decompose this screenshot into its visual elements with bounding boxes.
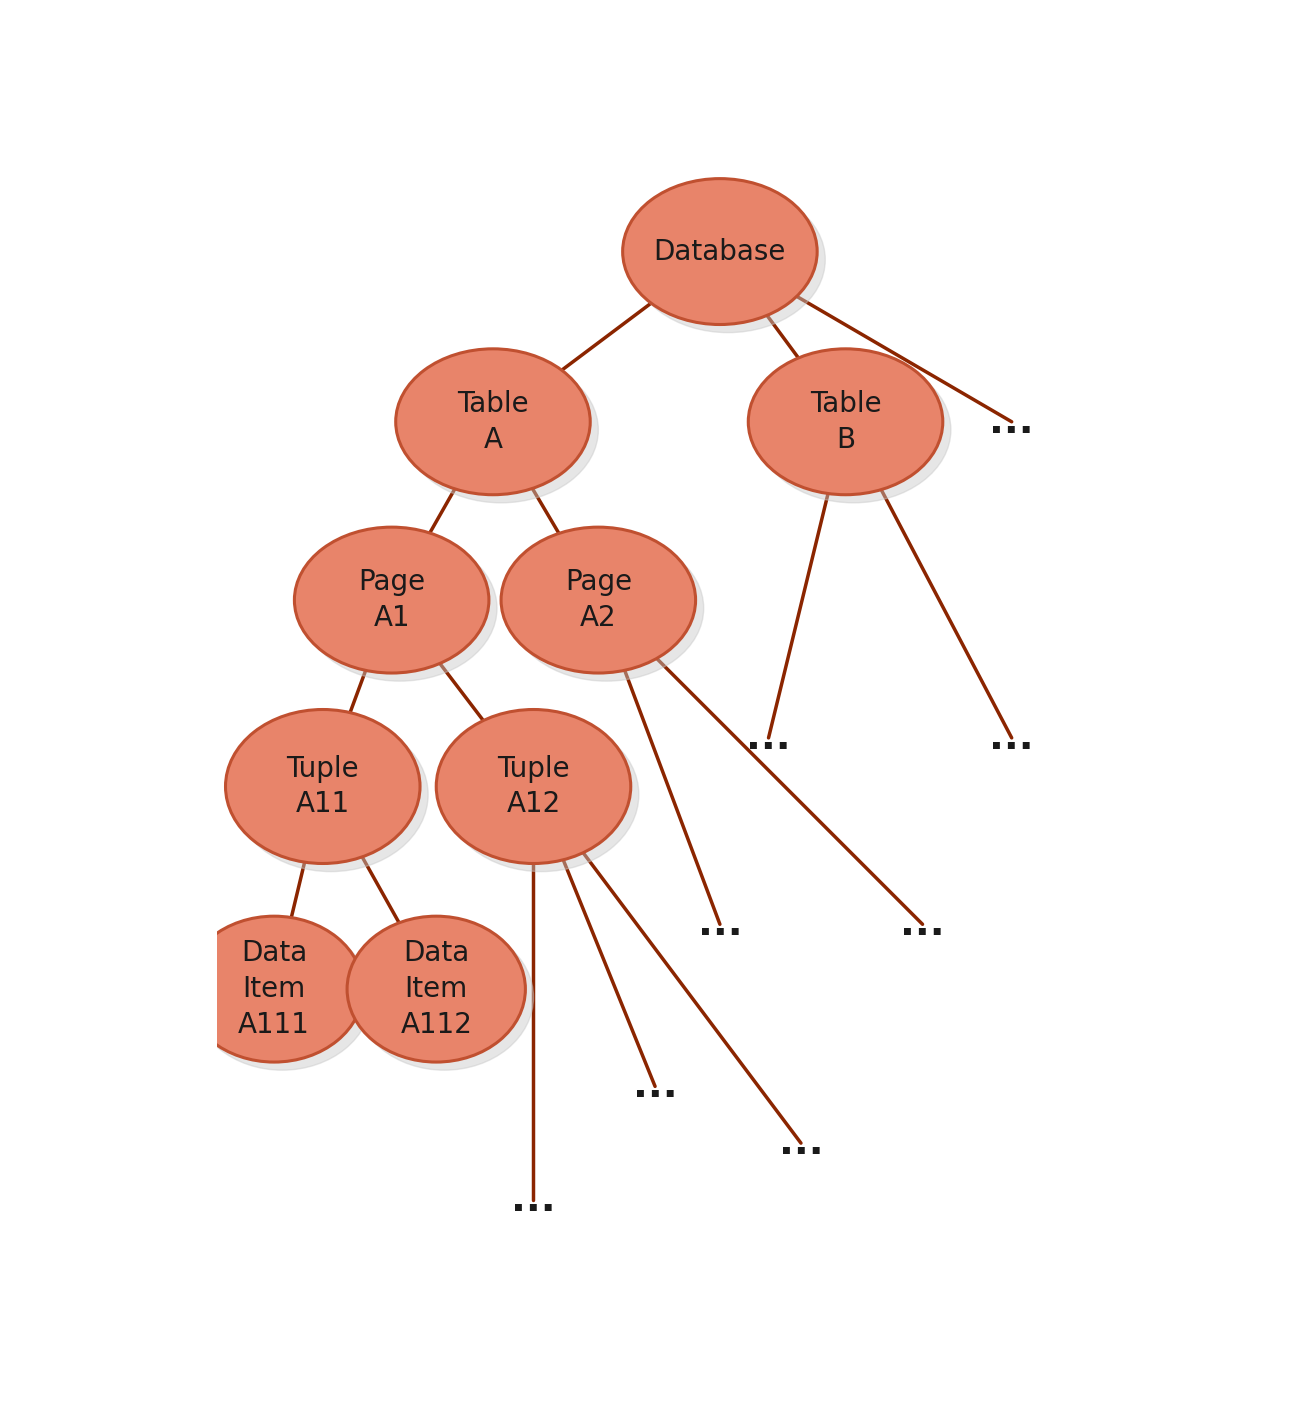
Ellipse shape [436,709,630,864]
Text: Page
A2: Page A2 [564,568,631,632]
Ellipse shape [622,179,818,324]
Text: ...: ... [697,905,743,944]
Text: ...: ... [779,1124,823,1162]
Ellipse shape [757,357,951,503]
Text: Page
A1: Page A1 [358,568,426,632]
Ellipse shape [193,924,371,1070]
Ellipse shape [303,536,497,681]
Ellipse shape [509,536,704,681]
Text: Data
Item
A112: Data Item A112 [400,939,472,1039]
Ellipse shape [630,186,826,333]
Text: ...: ... [901,905,945,944]
Ellipse shape [295,527,489,674]
Text: Table
B: Table B [810,389,881,453]
Ellipse shape [355,924,533,1070]
Text: ...: ... [511,1181,556,1219]
Ellipse shape [748,348,943,495]
Ellipse shape [185,917,364,1061]
Text: ...: ... [990,719,1034,757]
Text: Tuple
A11: Tuple A11 [286,755,358,818]
Ellipse shape [234,718,428,871]
Text: Table
A: Table A [457,389,529,453]
Text: Tuple
A12: Tuple A12 [497,755,569,818]
Ellipse shape [396,348,590,495]
Text: Database: Database [653,237,785,266]
Ellipse shape [444,718,639,871]
Ellipse shape [225,709,421,864]
Text: ...: ... [747,719,791,757]
Text: Data
Item
A111: Data Item A111 [238,939,311,1039]
Ellipse shape [501,527,696,674]
Ellipse shape [404,357,598,503]
Text: ...: ... [633,1067,677,1106]
Ellipse shape [347,917,525,1061]
Text: ...: ... [990,402,1034,441]
